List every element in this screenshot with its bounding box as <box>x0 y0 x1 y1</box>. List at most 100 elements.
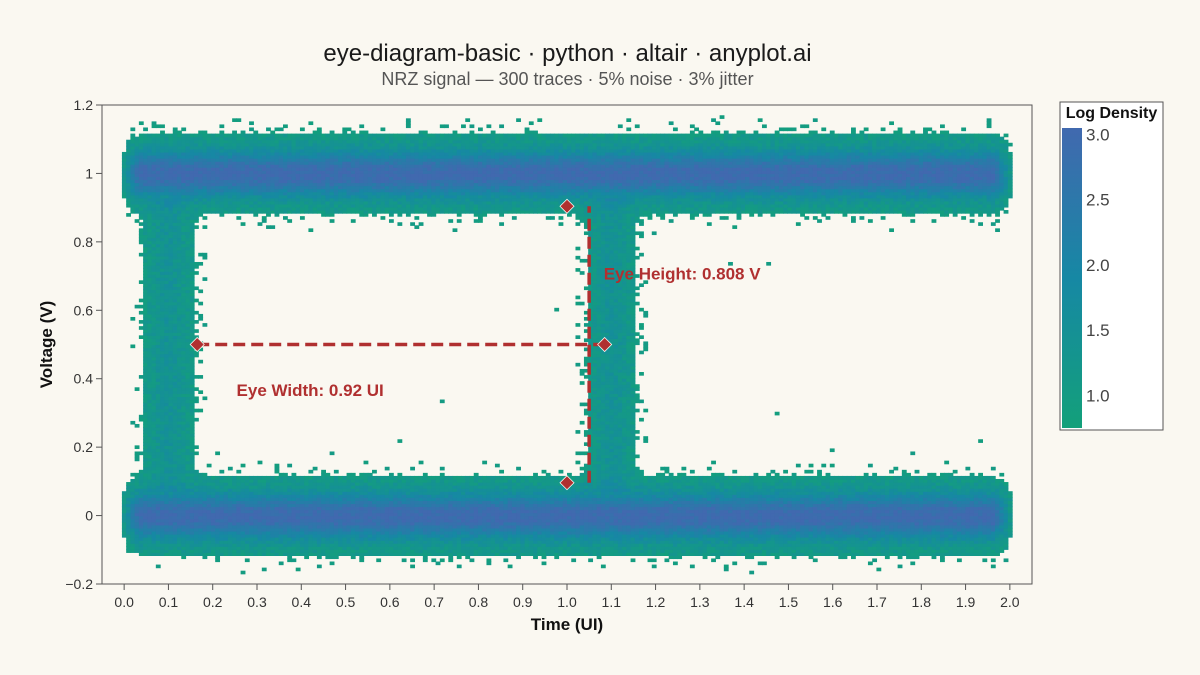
density-cell <box>210 482 216 486</box>
density-cell <box>422 530 428 535</box>
density-cell <box>219 552 225 556</box>
density-cell <box>219 503 225 508</box>
density-cell <box>274 534 280 538</box>
density-cell <box>329 191 335 196</box>
density-cell <box>193 167 199 171</box>
density-cell <box>198 359 204 364</box>
density-cell <box>185 488 191 492</box>
density-cell <box>147 182 153 187</box>
density-cell <box>422 491 428 495</box>
density-cell <box>143 133 148 138</box>
density-cell <box>185 466 191 471</box>
density-cell <box>372 133 377 138</box>
density-cell <box>177 313 182 318</box>
density-cell <box>177 277 182 281</box>
density-cell <box>151 295 157 300</box>
density-cell <box>147 524 153 529</box>
density-cell <box>350 136 356 141</box>
density-cell <box>147 249 153 254</box>
density-cell <box>147 365 153 370</box>
density-cell <box>164 216 170 220</box>
density-cell <box>168 301 174 306</box>
density-cell <box>422 488 428 492</box>
density-cell <box>325 191 331 196</box>
density-cell <box>410 167 416 171</box>
density-cell <box>177 494 182 498</box>
density-cell <box>414 136 420 141</box>
density-cell <box>257 549 263 553</box>
density-cell <box>363 482 369 486</box>
density-cell <box>210 491 216 495</box>
density-cell <box>338 530 343 535</box>
density-cell <box>291 500 297 505</box>
density-cell <box>168 463 174 468</box>
density-cell <box>418 546 424 550</box>
density-cell <box>283 521 288 526</box>
density-cell <box>147 515 153 520</box>
density-cell <box>134 145 140 150</box>
density-cell <box>181 200 187 205</box>
density-cell <box>295 206 301 211</box>
density-cell <box>138 121 144 126</box>
density-cell <box>325 488 331 492</box>
density-cell <box>372 164 377 168</box>
density-cell <box>270 148 276 153</box>
density-cell <box>138 475 144 480</box>
density-cell <box>193 194 199 199</box>
density-cell <box>223 161 229 165</box>
density-cell <box>168 225 174 229</box>
density-cell <box>308 188 314 193</box>
density-cell <box>181 234 187 239</box>
density-cell <box>422 549 428 553</box>
density-cell <box>130 161 136 165</box>
density-cell <box>372 515 377 520</box>
density-cell <box>177 261 182 266</box>
density-cell <box>308 546 314 550</box>
density-cell <box>278 500 284 505</box>
density-cell <box>185 216 191 220</box>
density-cell <box>321 203 326 208</box>
density-cell <box>219 130 225 135</box>
density-cell <box>257 142 263 147</box>
density-cell <box>388 500 394 505</box>
density-cell <box>185 316 191 321</box>
density-cell <box>147 298 153 303</box>
density-cell <box>325 549 331 553</box>
density-cell <box>401 558 407 563</box>
density-cell <box>164 139 170 144</box>
density-cell <box>168 457 174 462</box>
density-cell <box>160 216 165 220</box>
density-cell <box>359 145 365 150</box>
density-cell <box>299 133 305 138</box>
density-cell <box>189 417 195 422</box>
density-cell <box>346 136 352 141</box>
density-cell <box>189 515 195 520</box>
density-cell <box>274 170 280 174</box>
density-cell <box>193 512 199 517</box>
density-cell <box>143 436 148 440</box>
density-cell <box>155 540 161 544</box>
density-cell <box>189 469 195 474</box>
density-cell <box>202 197 208 202</box>
density-cell <box>249 482 254 486</box>
density-cell <box>155 353 161 358</box>
density-cell <box>126 185 132 190</box>
density-cell <box>261 540 267 544</box>
density-cell <box>372 145 377 150</box>
density-cell <box>283 158 288 162</box>
density-cell <box>151 258 157 263</box>
density-cell <box>278 142 284 147</box>
density-cell <box>291 552 297 556</box>
density-cell <box>333 197 339 202</box>
density-cell <box>299 194 305 199</box>
density-cell <box>202 200 208 205</box>
density-cell <box>405 478 411 483</box>
density-cell <box>189 210 195 214</box>
density-cell <box>155 475 161 480</box>
density-cell <box>312 182 318 187</box>
density-cell <box>151 509 157 514</box>
density-cell <box>388 164 394 168</box>
density-cell <box>168 295 174 300</box>
density-cell <box>388 488 394 492</box>
density-cell <box>185 344 191 349</box>
